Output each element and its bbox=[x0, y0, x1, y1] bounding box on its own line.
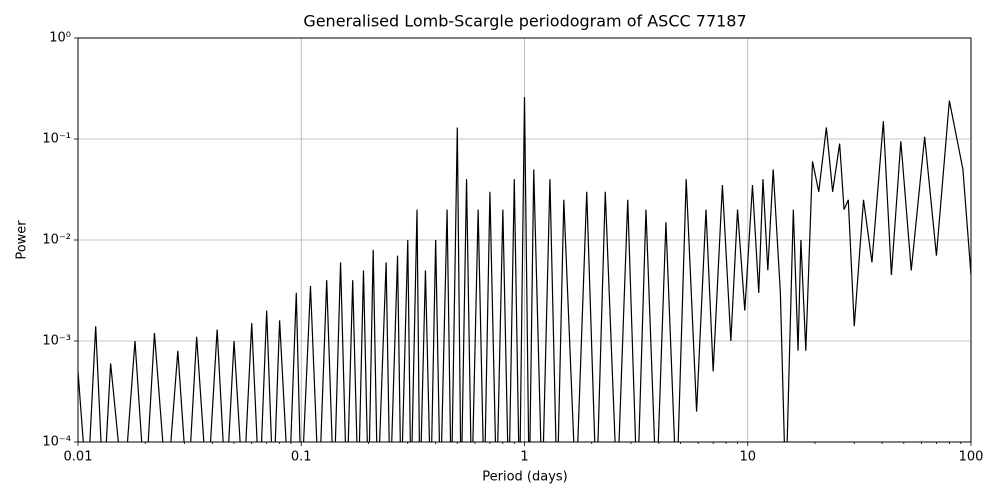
x-tick-label: 100 bbox=[959, 450, 984, 465]
y-tick-label: 10⁻¹ bbox=[42, 132, 71, 147]
x-tick-label: 0.1 bbox=[291, 450, 312, 465]
y-tick-label: 10⁻² bbox=[42, 233, 71, 248]
x-tick-label: 1 bbox=[520, 450, 528, 465]
series-line bbox=[78, 97, 971, 442]
y-tick-label: 10⁰ bbox=[49, 31, 71, 46]
x-tick-label: 0.01 bbox=[64, 450, 93, 465]
chart-title: Generalised Lomb-Scargle periodogram of … bbox=[303, 12, 746, 31]
x-axis-label: Period (days) bbox=[482, 470, 568, 485]
plot-frame bbox=[77, 37, 972, 443]
y-axis-label: Power bbox=[15, 220, 30, 260]
y-tick-label: 10⁻³ bbox=[42, 334, 71, 349]
y-tick-label: 10⁻⁴ bbox=[42, 435, 71, 450]
x-tick-label: 10 bbox=[739, 450, 756, 465]
